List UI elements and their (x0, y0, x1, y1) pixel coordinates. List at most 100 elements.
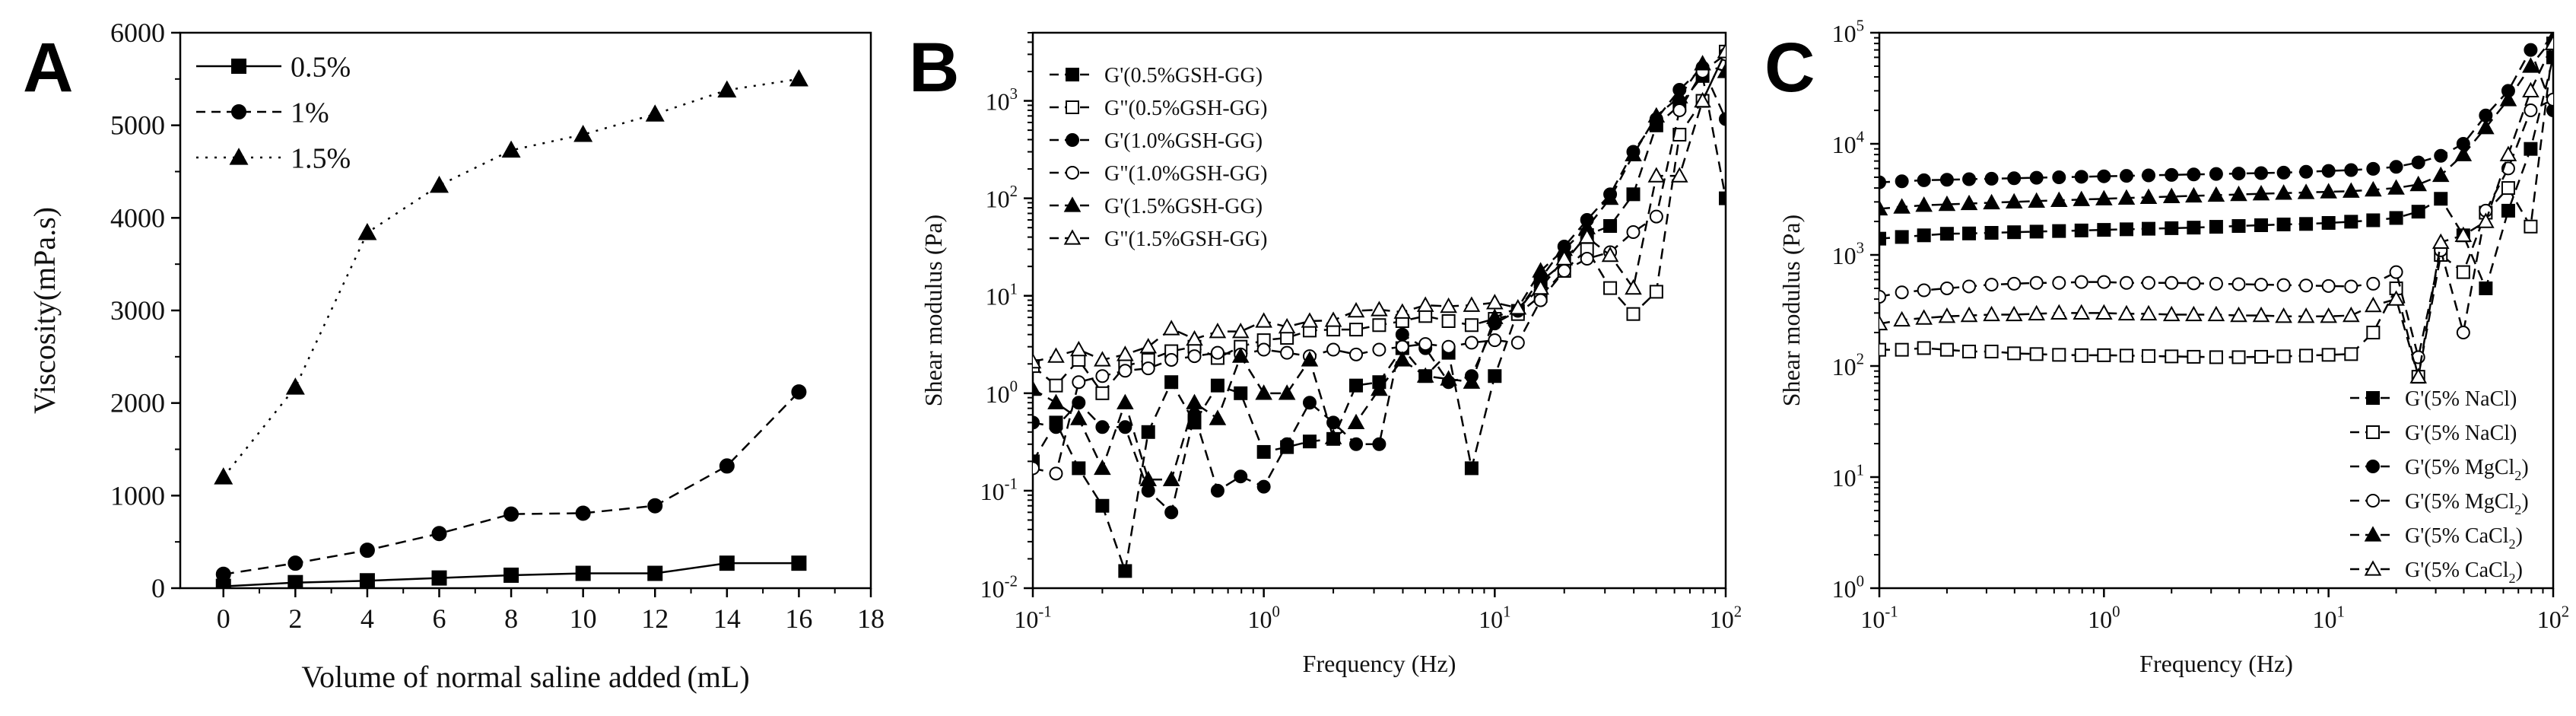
data-point (1049, 378, 1063, 393)
data-point (1895, 174, 1909, 189)
x-tick-label: 100 (2088, 603, 2120, 633)
legend-label: G'(0.5%GSH-GG) (1104, 64, 1263, 88)
data-point (2276, 165, 2291, 180)
data-point (1917, 283, 1931, 298)
data-point (2142, 275, 2156, 290)
series-2 (214, 68, 808, 485)
y-tick-label: 4000 (110, 202, 165, 233)
data-point (791, 384, 807, 400)
data-point (1095, 498, 1110, 513)
data-point (1256, 444, 1271, 459)
data-point (1255, 312, 1272, 328)
legend-marker (229, 148, 249, 165)
data-point (1162, 470, 1180, 486)
data-point (1347, 301, 1365, 318)
data-point (1255, 384, 1272, 400)
legend-marker (2366, 425, 2380, 439)
data-point (1915, 309, 1933, 325)
data-point (2007, 346, 2022, 361)
data-point (2321, 215, 2336, 230)
x-axis-label: Frequency (Hz) (2139, 650, 2293, 677)
data-point (1095, 369, 1110, 383)
data-point (1141, 425, 1155, 439)
data-point (1372, 437, 1386, 451)
panel-letter-b: B (909, 29, 959, 107)
data-point (1395, 327, 1409, 342)
data-point (2050, 304, 2068, 320)
series-2 (1879, 43, 2553, 189)
legend-label: G'(5% MgCl2) (2405, 456, 2529, 483)
y-tick-label: 100 (986, 377, 1018, 407)
data-point (2007, 276, 2022, 291)
data-point (2499, 145, 2517, 161)
data-point (717, 80, 737, 98)
data-point (2254, 349, 2269, 364)
data-point (1895, 230, 1909, 244)
x-tick-label: 10-1 (1014, 603, 1051, 633)
data-point (2117, 304, 2136, 321)
data-point (1187, 408, 1202, 422)
data-point (1070, 340, 1088, 357)
data-point (1393, 303, 1412, 319)
x-tick-label: 10-1 (1860, 603, 1898, 633)
data-point (1625, 278, 1642, 295)
data-point (1072, 396, 1086, 410)
data-point (1141, 361, 1155, 376)
data-point (2320, 183, 2337, 199)
data-point (1984, 344, 1999, 358)
plot-area (1879, 33, 2553, 384)
data-point (1486, 294, 1504, 310)
legend-label: G'(1.5%GSH-GG) (1104, 195, 1263, 218)
data-point (2366, 213, 2381, 228)
data-point (2299, 348, 2314, 363)
data-point (1555, 250, 1574, 266)
data-point (1719, 112, 1726, 126)
panel-a: 0 2 4 6 8 10 12 14 16 18 0 1000 2000 3000 4000 5000 6000… (27, 18, 885, 694)
data-point (1939, 342, 1954, 357)
data-point (1278, 384, 1296, 400)
data-point (2142, 221, 2156, 236)
data-point (1187, 349, 1202, 364)
data-point (2522, 81, 2539, 98)
data-point (1962, 279, 1977, 294)
data-point (2231, 219, 2246, 234)
y-tick-label: 10-1 (980, 476, 1018, 505)
data-point (2276, 217, 2291, 231)
data-point (1095, 420, 1110, 434)
data-point (645, 104, 665, 122)
x-tick-label: 16 (785, 603, 812, 634)
data-point (1301, 312, 1319, 328)
data-point (1301, 351, 1319, 367)
data-point (719, 555, 735, 571)
data-point (2477, 119, 2495, 135)
data-point (1033, 380, 1042, 396)
data-point (503, 567, 519, 583)
data-point (647, 498, 663, 514)
data-point (2029, 170, 2044, 185)
data-point (1209, 323, 1227, 339)
series-line (1879, 47, 2553, 183)
data-point (2254, 218, 2269, 232)
data-point (1917, 341, 1931, 355)
data-point (2524, 219, 2538, 234)
data-point (2119, 275, 2133, 290)
data-point (1879, 175, 1886, 189)
y-tick-label: 104 (1832, 129, 1865, 158)
data-point (1440, 370, 1457, 386)
data-point (2546, 103, 2553, 118)
legend-label: 0.5% (291, 51, 351, 83)
data-point (1672, 103, 1687, 117)
data-point (1141, 483, 1155, 498)
data-point (647, 565, 663, 581)
data-point (1938, 307, 1956, 323)
y-tick-label: 10-2 (980, 573, 1018, 603)
data-point (1047, 393, 1065, 409)
data-point (1464, 336, 1479, 350)
data-point (1580, 252, 1594, 266)
data-point (1033, 352, 1042, 369)
data-point (1070, 409, 1088, 425)
data-point (2411, 205, 2425, 219)
x-tick-label: 14 (713, 603, 741, 634)
x-tick-label: 0 (217, 603, 230, 634)
